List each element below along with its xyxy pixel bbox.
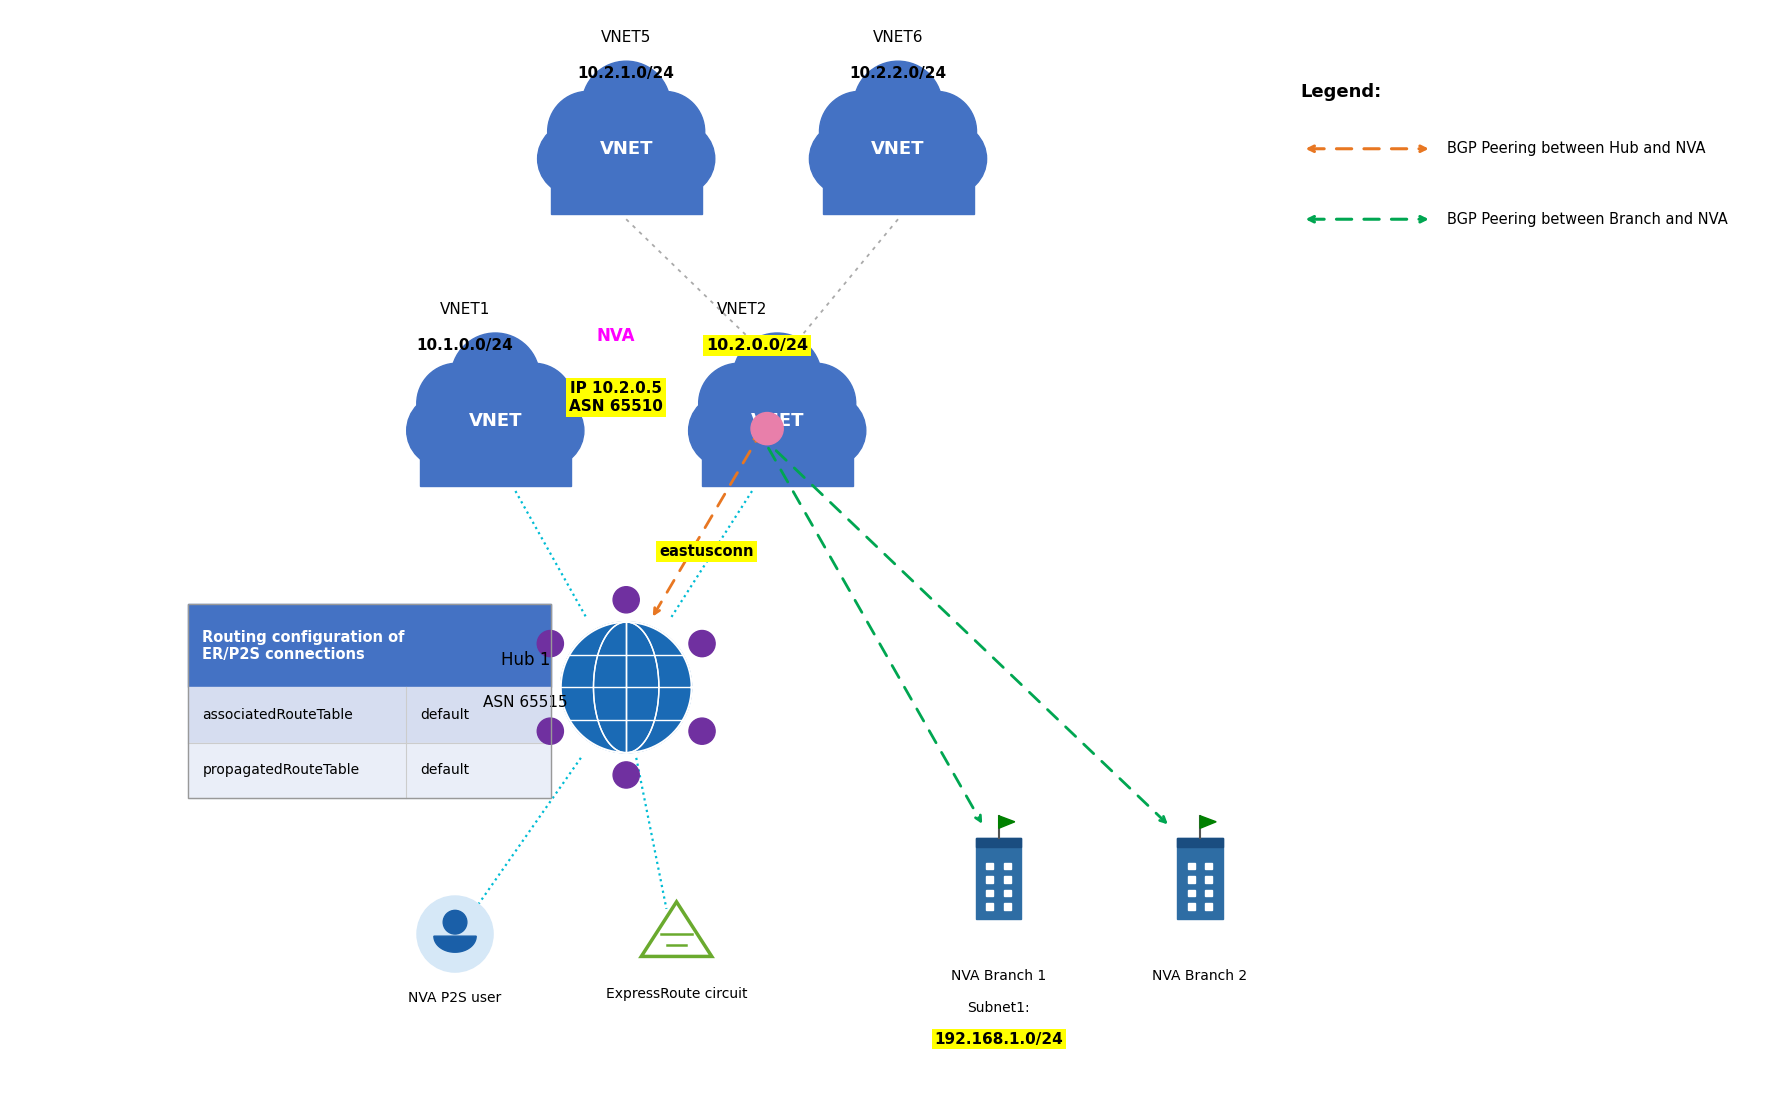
Circle shape (566, 93, 687, 214)
Text: VNET: VNET (871, 140, 925, 158)
Text: ASN 65515: ASN 65515 (484, 695, 568, 709)
Text: NVA: NVA (596, 327, 635, 345)
Text: VNET: VNET (468, 412, 521, 430)
Bar (987, 889, 994, 896)
Text: NVA Branch 2: NVA Branch 2 (1153, 969, 1248, 983)
Bar (1187, 904, 1194, 909)
Circle shape (837, 93, 959, 214)
Circle shape (612, 762, 639, 788)
FancyBboxPatch shape (187, 604, 552, 688)
Text: NVA Branch 1: NVA Branch 1 (951, 969, 1046, 983)
Circle shape (537, 122, 610, 195)
Text: 192.168.1.0/24: 192.168.1.0/24 (934, 1032, 1064, 1046)
Bar (1003, 876, 1010, 883)
Circle shape (718, 365, 837, 486)
Circle shape (452, 333, 539, 422)
Circle shape (537, 718, 564, 745)
Bar (987, 863, 994, 869)
FancyBboxPatch shape (187, 688, 552, 742)
FancyBboxPatch shape (187, 742, 552, 798)
Circle shape (407, 394, 478, 466)
Circle shape (914, 122, 987, 195)
Bar (1178, 838, 1223, 847)
Bar (987, 876, 994, 883)
Text: VNET2: VNET2 (718, 302, 768, 317)
Text: VNET1: VNET1 (439, 302, 491, 317)
Circle shape (853, 61, 942, 150)
Bar (1003, 863, 1010, 869)
Text: IP 10.2.0.5
ASN 65510: IP 10.2.0.5 ASN 65510 (569, 382, 662, 414)
Bar (1003, 904, 1010, 909)
Bar (976, 838, 1021, 919)
Text: Subnet1:: Subnet1: (967, 1002, 1030, 1015)
Circle shape (819, 91, 900, 171)
Text: default: default (419, 708, 469, 722)
Bar (1205, 904, 1212, 909)
Text: VNET: VNET (750, 412, 803, 430)
Circle shape (443, 910, 468, 934)
Text: BGP Peering between Hub and NVA: BGP Peering between Hub and NVA (1446, 141, 1705, 156)
Text: associatedRouteTable: associatedRouteTable (202, 708, 353, 722)
Text: 10.2.1.0/24: 10.2.1.0/24 (578, 67, 675, 81)
Text: Hub 1: Hub 1 (502, 651, 550, 669)
Circle shape (734, 333, 821, 422)
Circle shape (582, 61, 671, 150)
Circle shape (689, 718, 716, 745)
Circle shape (512, 394, 584, 466)
Text: Legend:: Legend: (1301, 83, 1382, 101)
Bar (552, 176, 702, 214)
Bar (1187, 876, 1194, 883)
Circle shape (643, 122, 714, 195)
Text: VNET: VNET (600, 140, 653, 158)
Bar (976, 838, 1021, 847)
Bar (987, 904, 994, 909)
Text: BGP Peering between Branch and NVA: BGP Peering between Branch and NVA (1446, 211, 1728, 227)
Bar (1178, 838, 1223, 919)
Circle shape (418, 896, 493, 972)
Text: eastusconn: eastusconn (659, 544, 753, 559)
Bar (1205, 863, 1212, 869)
Polygon shape (1200, 816, 1216, 828)
Circle shape (809, 122, 882, 195)
Circle shape (612, 587, 639, 613)
Text: default: default (419, 764, 469, 778)
Bar (1187, 889, 1194, 896)
Circle shape (493, 363, 573, 444)
Circle shape (560, 622, 691, 752)
Text: ExpressRoute circuit: ExpressRoute circuit (605, 987, 748, 1002)
Polygon shape (641, 902, 712, 956)
Circle shape (436, 365, 555, 486)
Circle shape (548, 91, 628, 171)
Bar (702, 447, 853, 486)
Bar (1187, 863, 1194, 869)
Text: 10.1.0.0/24: 10.1.0.0/24 (416, 338, 514, 353)
Bar (1205, 889, 1212, 896)
Circle shape (751, 413, 784, 445)
Circle shape (896, 91, 976, 171)
Polygon shape (434, 936, 477, 953)
Text: NVA P2S user: NVA P2S user (409, 992, 502, 1005)
Text: propagatedRouteTable: propagatedRouteTable (202, 764, 359, 778)
Circle shape (793, 394, 866, 466)
Text: 10.2.2.0/24: 10.2.2.0/24 (850, 67, 946, 81)
Text: 10.2.0.0/24: 10.2.0.0/24 (707, 338, 809, 353)
Text: Routing configuration of
ER/P2S connections: Routing configuration of ER/P2S connecti… (202, 630, 405, 662)
Circle shape (698, 363, 780, 444)
Circle shape (689, 630, 716, 657)
Circle shape (689, 394, 760, 466)
Bar (1003, 889, 1010, 896)
Polygon shape (998, 816, 1016, 828)
Bar (1205, 876, 1212, 883)
Text: VNET6: VNET6 (873, 30, 923, 45)
Circle shape (625, 91, 705, 171)
Text: VNET5: VNET5 (602, 30, 652, 45)
Bar (419, 447, 571, 486)
Circle shape (537, 630, 564, 657)
Bar (823, 176, 973, 214)
Circle shape (416, 363, 498, 444)
Circle shape (775, 363, 855, 444)
